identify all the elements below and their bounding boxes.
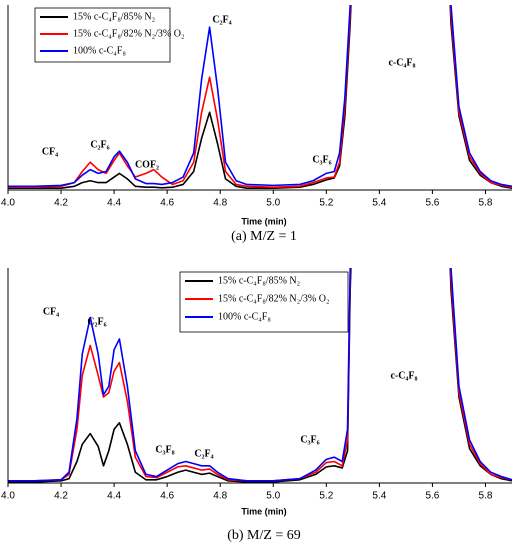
x-tick-label: 5.4 (372, 198, 386, 209)
peak-label: C₂F₆ (90, 139, 109, 150)
x-axis-label: Time (min) (241, 216, 286, 226)
caption: (a) M/Z = 1 (231, 229, 297, 244)
x-tick-label: 4.0 (1, 198, 15, 209)
peak-label: C₃F₆ (312, 154, 331, 165)
series-line (8, 268, 512, 482)
peak-label: c-C₄F₈ (390, 370, 417, 381)
legend-label: 15% c-C₄F₈/82% N₂/3% O₂ (73, 28, 184, 39)
x-tick-label: 5.0 (266, 491, 280, 502)
peak-label: C₂F₄ (194, 448, 213, 459)
x-tick-label: 5.4 (372, 491, 386, 502)
x-tick-label: 5.0 (266, 198, 280, 209)
x-tick-label: 4.8 (213, 491, 227, 502)
x-tick-label: 4.2 (54, 491, 68, 502)
x-tick-label: 4.4 (107, 491, 121, 502)
x-tick-label: 5.2 (319, 491, 333, 502)
x-tick-label: 5.8 (479, 491, 493, 502)
series-line (8, 268, 512, 483)
caption: (b) M/Z = 69 (227, 528, 301, 543)
x-tick-label: 5.8 (479, 198, 493, 209)
x-tick-label: 5.6 (425, 491, 439, 502)
x-tick-label: 4.2 (54, 198, 68, 209)
x-tick-label: 4.6 (160, 491, 174, 502)
x-tick-label: 5.2 (319, 198, 333, 209)
peak-label: C₃F₈ (155, 444, 174, 455)
x-tick-label: 4.6 (160, 198, 174, 209)
x-tick-label: 4.8 (213, 198, 227, 209)
x-axis-label: Time (min) (241, 506, 286, 516)
x-tick-label: 4.4 (107, 198, 121, 209)
legend-label: 100% c-C₄F₈ (73, 45, 126, 56)
x-tick-label: 5.6 (425, 198, 439, 209)
peak-label: C₃F₆ (300, 434, 319, 445)
legend-label: 15% c-C₄F₈/82% N₂/3% O₂ (218, 293, 329, 304)
peak-label: CF₄ (43, 306, 59, 317)
peak-label: C₂F₄ (212, 14, 231, 25)
peak-label: C₂F₆ (87, 316, 106, 327)
peak-label: c-C₄F₈ (388, 57, 415, 68)
peak-label: CF₄ (42, 146, 58, 157)
legend-label: 15% c-C₄F₈/85% N₂ (73, 11, 155, 22)
series-line (8, 5, 512, 188)
series-line (8, 5, 512, 189)
series-line (8, 268, 512, 482)
x-tick-label: 4.0 (1, 491, 15, 502)
legend-label: 15% c-C₄F₈/85% N₂ (218, 275, 300, 286)
legend-label: 100% c-C₄F₈ (218, 311, 271, 322)
peak-label: COF₂ (135, 159, 159, 170)
